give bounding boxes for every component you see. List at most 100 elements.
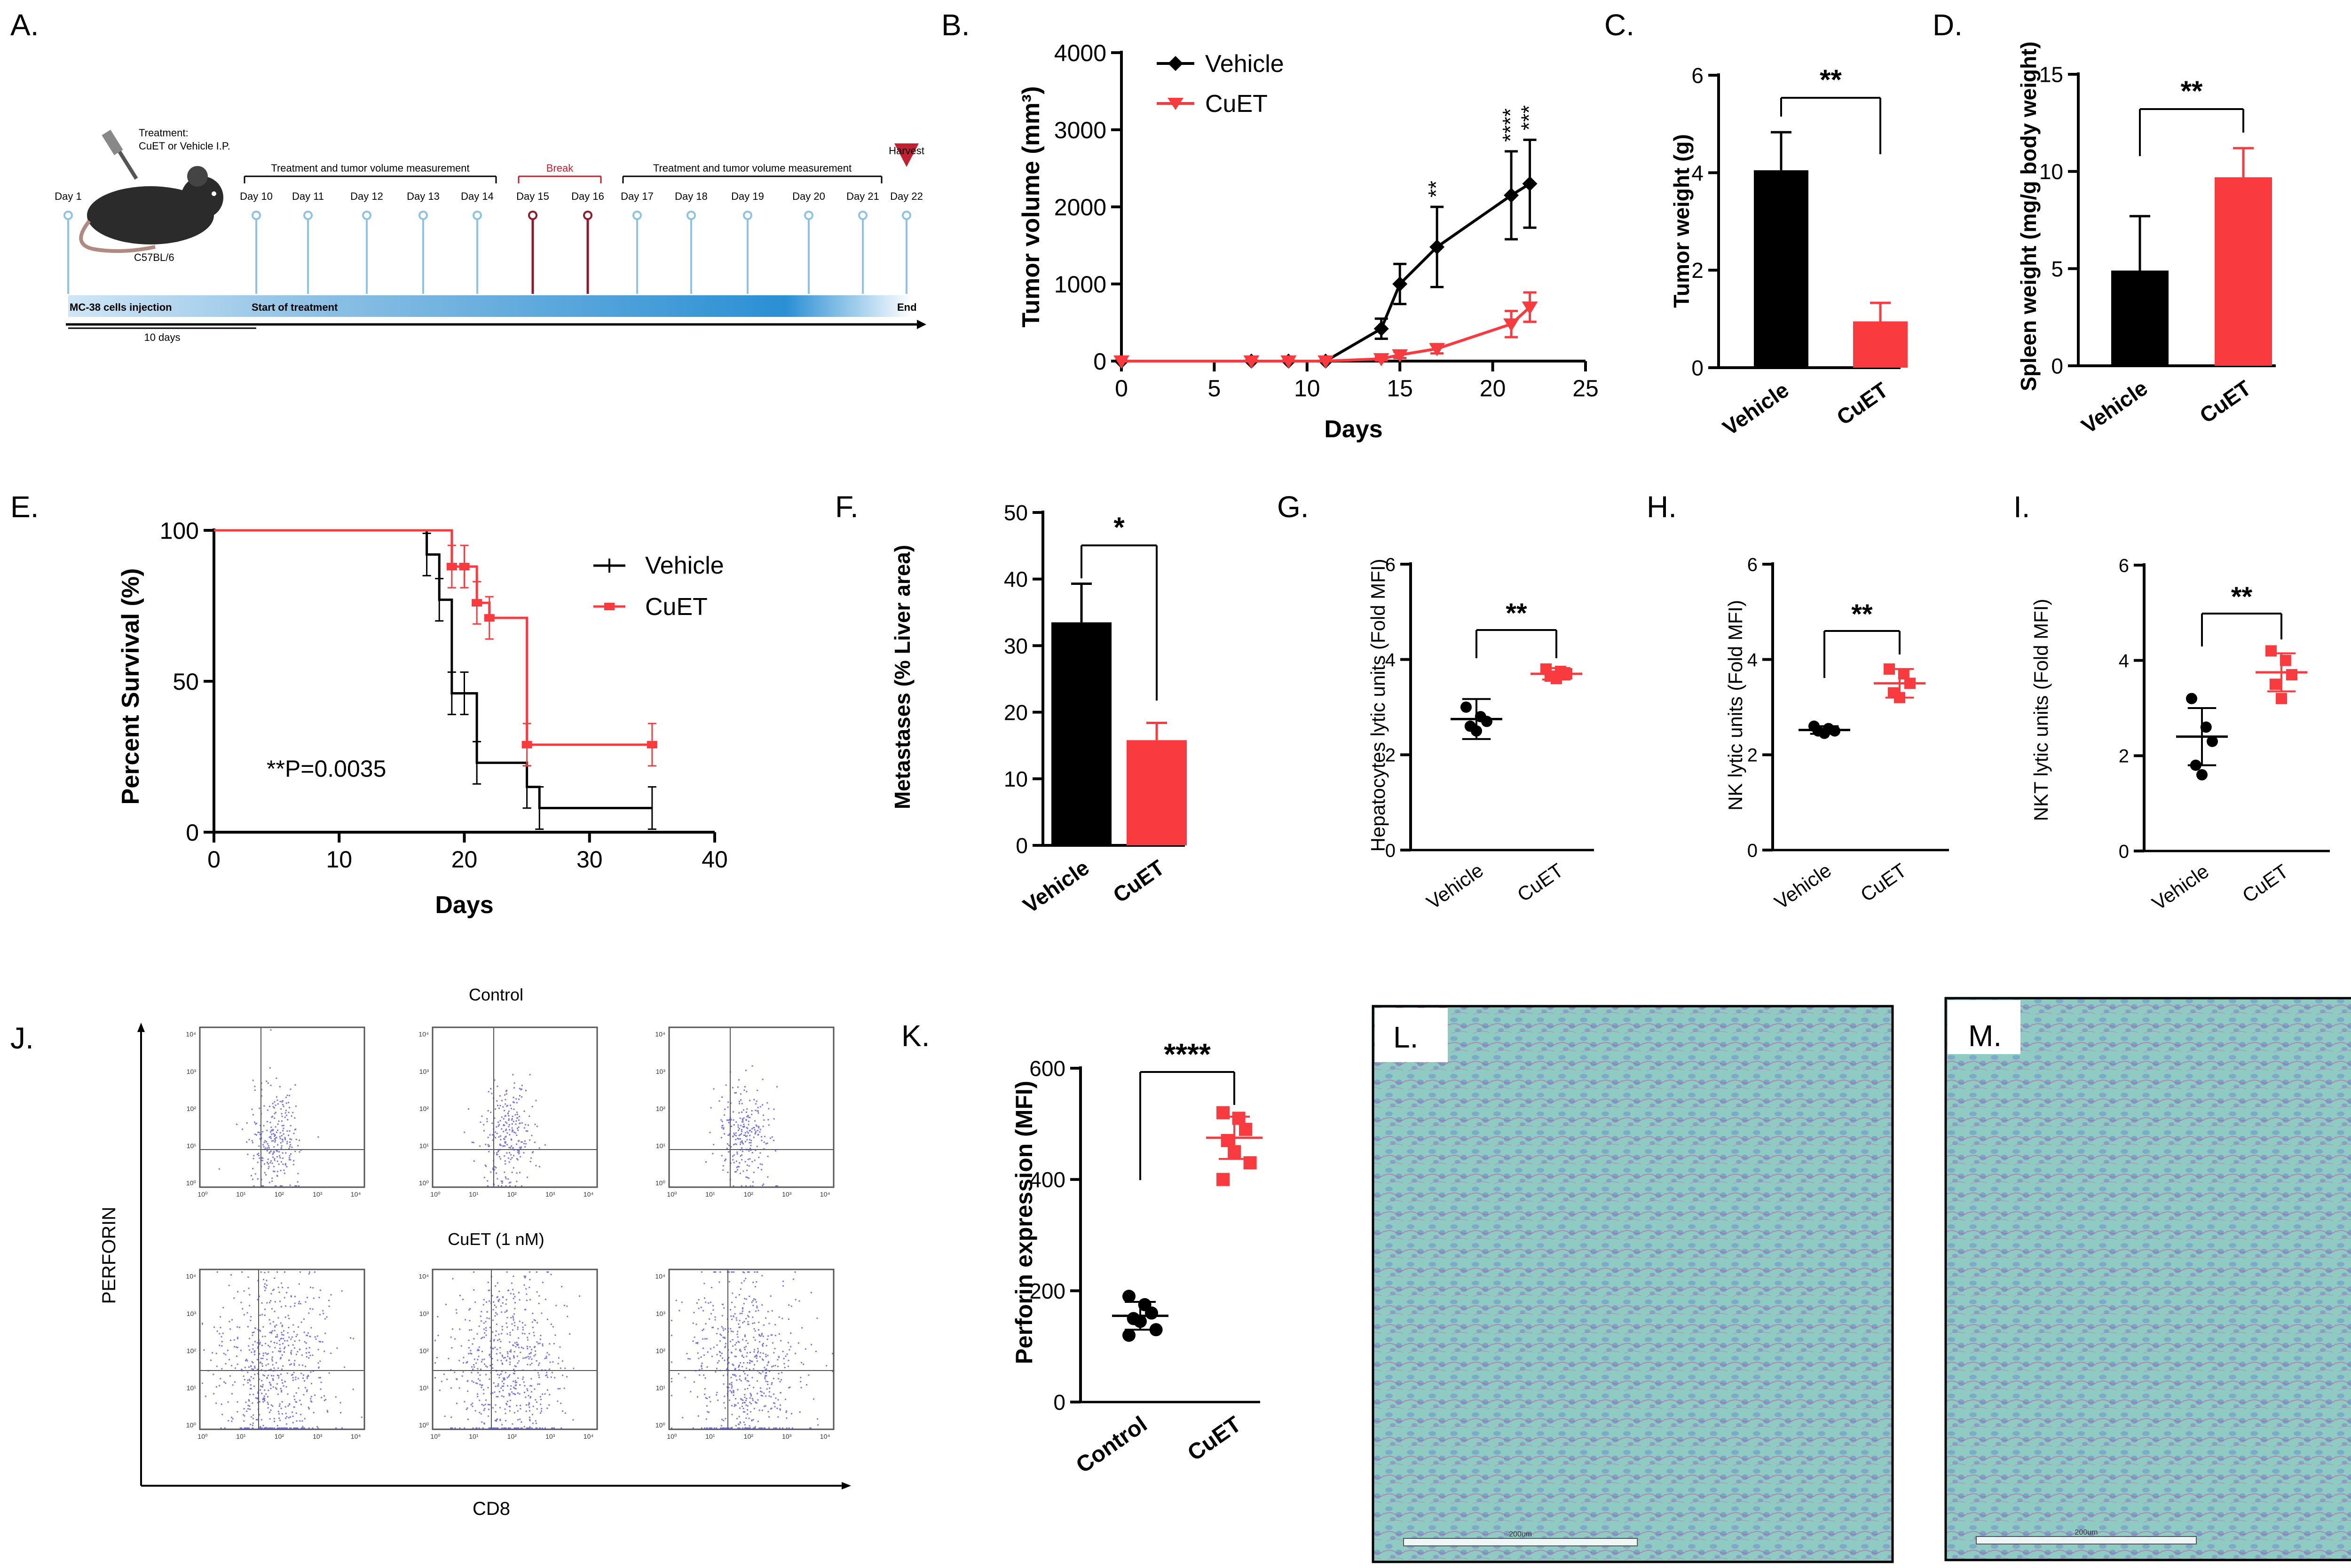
panel-d-x-tick-label-cuet: CuET [2195, 376, 2256, 428]
panel-k-y-tick-label: 600 [1029, 1056, 1065, 1081]
panel-k-point-control [1122, 1329, 1136, 1342]
panel-b-x-tick-label: 5 [1207, 375, 1221, 402]
flow-y-tick: 10⁰ [655, 1179, 666, 1187]
panel-c-bar-vehicle [1754, 170, 1808, 368]
panel-f-y-tick-label: 10 [1004, 767, 1028, 791]
flow-plot-frame [432, 1026, 598, 1188]
flow-events [464, 1074, 546, 1187]
panel-f-bar-cuet [1127, 740, 1187, 845]
flow-y-tick: 10⁴ [418, 1031, 429, 1038]
timeline-day-label: Day 1 [55, 190, 81, 202]
panel-b-point-vehicle [1392, 276, 1408, 292]
panel-label-m-overlay: M. [1968, 1019, 2002, 1053]
panel-b-significance: **** [1498, 108, 1523, 142]
panel-d-y-tick-label: 15 [2039, 63, 2063, 87]
panel-e-chart: 0 50 100 0 10 20 30 40 Days Percent Survival (%) *… [117, 518, 728, 919]
flow-y-label: PERFORIN [99, 1207, 119, 1304]
panel-g-y-tick-label: 4 [1385, 650, 1396, 670]
panel-e-censor-mark [446, 563, 457, 571]
panel-c-y-tick-label: 4 [1691, 161, 1704, 185]
panel-e-y-tick-label: 50 [173, 669, 199, 695]
panel-a-timeline: Treatment:CuET or Vehicle I.P. C57BL/6 Day… [55, 127, 926, 343]
flow-x-tick: 10¹ [236, 1190, 246, 1198]
syringe-barrel-icon [102, 129, 123, 156]
panel-k-point-cuet [1239, 1123, 1252, 1136]
flow-plot-frame [199, 1269, 365, 1430]
panel-i-point-cuet [2276, 693, 2287, 704]
flow-events [202, 1271, 363, 1429]
panel-h-point-cuet [1894, 692, 1905, 703]
harvest-label: Harvest [889, 145, 924, 157]
panel-e-series-cuet-step [214, 529, 652, 746]
panel-e-x-tick-label: 0 [207, 846, 221, 873]
panel-c-y-tick-label: 2 [1691, 258, 1704, 283]
panel-b-point-vehicle [1373, 321, 1389, 337]
panel-h-y-label: NK lytic units (Fold MFI) [1724, 600, 1746, 811]
panel-e-pvalue: **P=0.0035 [267, 756, 386, 782]
flow-y-tick: 10³ [419, 1068, 429, 1075]
flow-x-tick: 10⁴ [351, 1433, 361, 1440]
flow-y-tick: 10² [419, 1347, 429, 1355]
flow-plot-frame [668, 1026, 835, 1188]
panel-i-point-cuet [2269, 678, 2281, 690]
panel-f-x-tick-label-vehicle: Vehicle [1018, 855, 1094, 918]
timeline-day-label: Day 17 [621, 190, 654, 202]
panel-b-point-cuet [1429, 343, 1445, 356]
timeline-pin-head [858, 211, 868, 220]
panel-i-point-vehicle [2200, 721, 2212, 733]
timeline-pin-head [303, 211, 313, 220]
panel-d-y-tick-label: 0 [2051, 354, 2063, 378]
panel-g-significance: ** [1506, 598, 1527, 629]
panel-b-legend-cuet-marker [1168, 98, 1183, 110]
timeline-pin-head [902, 211, 911, 220]
flow-y-tick: 10⁰ [419, 1179, 429, 1187]
flow-events [671, 1271, 833, 1429]
panel-d-bar-vehicle [2111, 270, 2169, 366]
panel-k-point-cuet [1221, 1134, 1234, 1147]
panel-b-x-tick-label: 0 [1115, 375, 1128, 402]
panel-k-significance: **** [1164, 1037, 1211, 1071]
histology-m-tissue [1944, 997, 2351, 1561]
panel-label-h: H. [1647, 490, 1677, 524]
panel-b-y-tick-label: 0 [1093, 348, 1106, 375]
panel-b-x-tick-label: 25 [1572, 375, 1599, 402]
flow-y-tick: 10² [187, 1347, 197, 1355]
mouse-strain-label: C57BL/6 [134, 252, 174, 263]
panel-f-y-tick-label: 40 [1004, 567, 1028, 591]
panel-b-y-tick-label: 4000 [1054, 40, 1106, 66]
panel-i-point-vehicle [2207, 735, 2218, 747]
panel-h-point-cuet [1884, 663, 1895, 675]
panel-b-y-tick-label: 3000 [1054, 117, 1106, 143]
panel-c-y-label: Tumor weight (g) [1669, 134, 1694, 308]
histology-m-image: 200um [1944, 997, 2351, 1561]
panel-e-legend-vehicle-label: Vehicle [645, 552, 724, 579]
panel-c-significance: ** [1820, 64, 1842, 95]
panel-e-censor-mark [647, 741, 657, 749]
flow-events [434, 1271, 580, 1429]
flow-x-tick: 10³ [545, 1190, 555, 1198]
panel-b-point-cuet [1243, 355, 1260, 369]
flow-x-label: CD8 [473, 1498, 510, 1519]
panel-b-point-vehicle [1522, 176, 1538, 191]
panel-k-point-cuet [1216, 1106, 1230, 1119]
panel-k-point-cuet [1232, 1111, 1246, 1125]
panel-h-y-tick-label: 4 [1747, 650, 1758, 670]
panel-i-point-vehicle [2196, 769, 2208, 780]
flow-y-tick: 10⁴ [655, 1031, 665, 1038]
flow-x-tick: 10⁰ [430, 1190, 441, 1198]
panel-label-b: B. [941, 8, 970, 42]
panel-f-bar-vehicle [1051, 622, 1112, 845]
flow-x-tick: 10³ [313, 1433, 323, 1440]
panel-i-significance: ** [2231, 582, 2253, 612]
phase2-bracket-label: Treatment and tumor volume measurement [653, 162, 852, 174]
panel-h-x-tick-label-vehicle: Vehicle [1770, 859, 1835, 914]
panel-k-x-tick-label-control: Control [1072, 1412, 1152, 1478]
panel-e-x-tick-label: 30 [576, 846, 603, 873]
mouse-tail-icon [79, 220, 156, 253]
flow-y-arrow-icon [137, 1023, 145, 1032]
panel-b-point-cuet [1318, 355, 1334, 369]
panel-i-y-tick-label: 0 [2119, 841, 2129, 862]
